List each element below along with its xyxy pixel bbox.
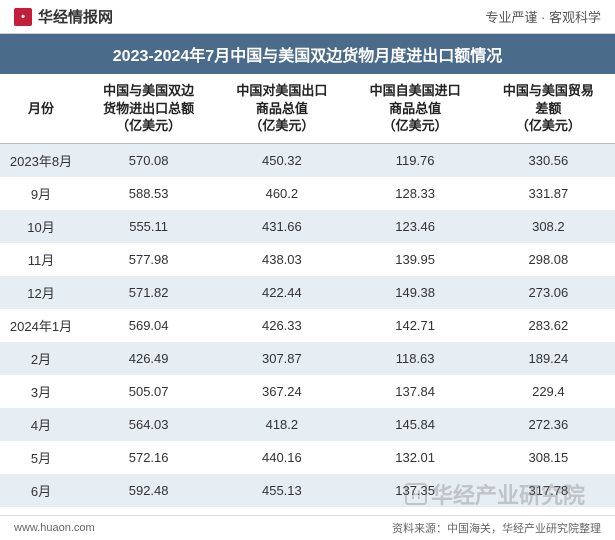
- value-cell: 298.08: [482, 243, 615, 276]
- table-row: 6月592.48455.13137.35317.78: [0, 474, 615, 507]
- value-cell: 592.48: [82, 474, 215, 507]
- month-cell: 11月: [0, 243, 82, 276]
- column-header: 中国与美国双边货物进出口总额（亿美元）: [82, 74, 215, 143]
- value-cell: 438.03: [215, 243, 348, 276]
- month-cell: 6月: [0, 474, 82, 507]
- value-cell: 440.16: [215, 441, 348, 474]
- value-cell: 132.01: [349, 441, 482, 474]
- table-body: 2023年8月570.08450.32119.76330.569月588.534…: [0, 143, 615, 540]
- table-row: 5月572.16440.16132.01308.15: [0, 441, 615, 474]
- value-cell: 572.16: [82, 441, 215, 474]
- table-row: 11月577.98438.03139.95298.08: [0, 243, 615, 276]
- table-row: 2023年8月570.08450.32119.76330.56: [0, 143, 615, 177]
- brand-text: 华经情报网: [38, 6, 113, 27]
- table-title: 2023-2024年7月中国与美国双边货物月度进出口额情况: [0, 34, 615, 74]
- value-cell: 431.66: [215, 210, 348, 243]
- value-cell: 367.24: [215, 375, 348, 408]
- value-cell: 308.2: [482, 210, 615, 243]
- footer-bar: www.huaon.com 资料来源：中国海关，华经产业研究院整理: [0, 515, 615, 540]
- data-table-wrap: 月份中国与美国双边货物进出口总额（亿美元）中国对美国出口商品总值（亿美元）中国自…: [0, 74, 615, 540]
- column-header: 中国与美国贸易差额（亿美元）: [482, 74, 615, 143]
- value-cell: 149.38: [349, 276, 482, 309]
- value-cell: 460.2: [215, 177, 348, 210]
- table-row: 2024年1月569.04426.33142.71283.62: [0, 309, 615, 342]
- month-cell: 2023年8月: [0, 143, 82, 177]
- month-cell: 2024年1月: [0, 309, 82, 342]
- footer-source: 资料来源：中国海关，华经产业研究院整理: [392, 520, 601, 536]
- value-cell: 426.49: [82, 342, 215, 375]
- month-cell: 4月: [0, 408, 82, 441]
- table-row: 9月588.53460.2128.33331.87: [0, 177, 615, 210]
- value-cell: 119.76: [349, 143, 482, 177]
- value-cell: 455.13: [215, 474, 348, 507]
- column-header: 中国自美国进口商品总值（亿美元）: [349, 74, 482, 143]
- value-cell: 273.06: [482, 276, 615, 309]
- month-cell: 10月: [0, 210, 82, 243]
- table-row: 2月426.49307.87118.63189.24: [0, 342, 615, 375]
- brand: • 华经情报网: [14, 6, 113, 27]
- value-cell: 450.32: [215, 143, 348, 177]
- value-cell: 577.98: [82, 243, 215, 276]
- value-cell: 123.46: [349, 210, 482, 243]
- value-cell: 418.2: [215, 408, 348, 441]
- month-cell: 2月: [0, 342, 82, 375]
- value-cell: 564.03: [82, 408, 215, 441]
- value-cell: 139.95: [349, 243, 482, 276]
- value-cell: 137.35: [349, 474, 482, 507]
- footer-url: www.huaon.com: [14, 522, 95, 534]
- brand-logo-icon: •: [14, 8, 32, 26]
- value-cell: 307.87: [215, 342, 348, 375]
- value-cell: 145.84: [349, 408, 482, 441]
- month-cell: 12月: [0, 276, 82, 309]
- value-cell: 142.71: [349, 309, 482, 342]
- column-header: 中国对美国出口商品总值（亿美元）: [215, 74, 348, 143]
- value-cell: 128.33: [349, 177, 482, 210]
- value-cell: 570.08: [82, 143, 215, 177]
- value-cell: 118.63: [349, 342, 482, 375]
- table-row: 3月505.07367.24137.84229.4: [0, 375, 615, 408]
- month-cell: 9月: [0, 177, 82, 210]
- value-cell: 330.56: [482, 143, 615, 177]
- value-cell: 569.04: [82, 309, 215, 342]
- table-row: 10月555.11431.66123.46308.2: [0, 210, 615, 243]
- value-cell: 555.11: [82, 210, 215, 243]
- value-cell: 426.33: [215, 309, 348, 342]
- value-cell: 505.07: [82, 375, 215, 408]
- value-cell: 283.62: [482, 309, 615, 342]
- column-header: 月份: [0, 74, 82, 143]
- value-cell: 189.24: [482, 342, 615, 375]
- tagline: 专业严谨 · 客观科学: [485, 7, 601, 26]
- table-head: 月份中国与美国双边货物进出口总额（亿美元）中国对美国出口商品总值（亿美元）中国自…: [0, 74, 615, 143]
- value-cell: 317.78: [482, 474, 615, 507]
- month-cell: 5月: [0, 441, 82, 474]
- value-cell: 272.36: [482, 408, 615, 441]
- value-cell: 229.4: [482, 375, 615, 408]
- header-bar: • 华经情报网 专业严谨 · 客观科学: [0, 0, 615, 34]
- value-cell: 571.82: [82, 276, 215, 309]
- value-cell: 137.84: [349, 375, 482, 408]
- table-row: 4月564.03418.2145.84272.36: [0, 408, 615, 441]
- data-table: 月份中国与美国双边货物进出口总额（亿美元）中国对美国出口商品总值（亿美元）中国自…: [0, 74, 615, 540]
- table-row: 12月571.82422.44149.38273.06: [0, 276, 615, 309]
- value-cell: 422.44: [215, 276, 348, 309]
- month-cell: 3月: [0, 375, 82, 408]
- value-cell: 331.87: [482, 177, 615, 210]
- value-cell: 308.15: [482, 441, 615, 474]
- value-cell: 588.53: [82, 177, 215, 210]
